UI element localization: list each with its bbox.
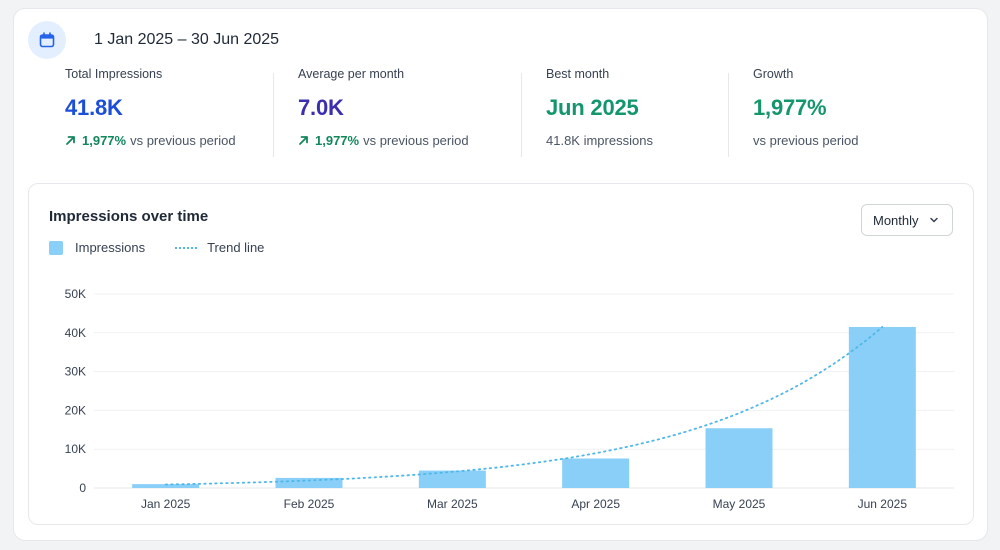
stat-sub: vs previous period bbox=[753, 133, 953, 148]
x-tick-label: Feb 2025 bbox=[284, 497, 335, 511]
date-range-row: 1 Jan 2025 – 30 Jun 2025 bbox=[28, 21, 279, 59]
stat-sub-text: vs previous period bbox=[753, 133, 859, 148]
stat-value: 1,977% bbox=[753, 95, 827, 120]
stat-label: Growth bbox=[753, 67, 794, 81]
chevron-down-icon bbox=[929, 215, 939, 225]
y-tick-label: 0 bbox=[79, 481, 86, 495]
x-tick-label: May 2025 bbox=[713, 497, 766, 511]
legend-swatch-impressions bbox=[49, 240, 63, 255]
y-tick-label: 30K bbox=[65, 365, 86, 379]
y-tick-label: 40K bbox=[65, 326, 86, 340]
chart-title: Impressions over time bbox=[49, 208, 209, 225]
bar bbox=[848, 326, 916, 488]
stat-divider bbox=[273, 73, 274, 157]
y-tick-label: 20K bbox=[65, 403, 86, 417]
y-tick-label: 10K bbox=[65, 442, 86, 456]
stat-label: Total Impressions bbox=[65, 67, 163, 81]
bar bbox=[418, 470, 486, 488]
stat-growth: Growth 1,977% vs previous period bbox=[753, 67, 953, 155]
stat-label: Best month bbox=[546, 67, 610, 81]
legend-label-trend: Trend line bbox=[207, 240, 265, 255]
arrow-up-right-icon bbox=[65, 135, 76, 146]
stats-row: Total Impressions 41.8K 1,977% vs previo… bbox=[14, 67, 987, 167]
trend-line bbox=[164, 326, 884, 486]
stat-value: 41.8K bbox=[65, 95, 123, 120]
impressions-chart-card: Impressions over time Impressions Trend … bbox=[28, 183, 974, 525]
stat-best-month: Best month Jun 2025 41.8K impressions bbox=[546, 67, 721, 155]
calendar-icon[interactable] bbox=[28, 21, 66, 59]
stat-total-impressions: Total Impressions 41.8K 1,977% vs previo… bbox=[65, 67, 265, 155]
stat-label: Average per month bbox=[298, 67, 405, 81]
impressions-chart-plot: 0 10K 20K 30K 40K 50K Jan 2025 Feb 2025 Mar 2025… bbox=[65, 287, 954, 511]
legend-label-impressions: Impressions bbox=[75, 240, 146, 255]
stat-sub-text: vs previous period bbox=[130, 133, 236, 148]
legend-swatch-trend bbox=[175, 246, 198, 249]
period-select-value: Monthly bbox=[873, 212, 919, 228]
stat-sub-text: 41.8K impressions bbox=[546, 133, 653, 148]
stat-sub: 1,977% vs previous period bbox=[65, 133, 265, 148]
chart-legend: Impressions Trend line bbox=[49, 240, 264, 255]
stat-divider bbox=[728, 73, 729, 157]
stat-delta-pct: 1,977% bbox=[315, 133, 360, 148]
bar bbox=[275, 477, 343, 488]
y-tick-label: 50K bbox=[65, 287, 86, 301]
period-select[interactable]: Monthly bbox=[861, 204, 953, 236]
stat-sub-text: vs previous period bbox=[363, 133, 469, 148]
stat-delta-pct: 1,977% bbox=[82, 133, 127, 148]
bar bbox=[705, 428, 773, 488]
x-tick-label: Mar 2025 bbox=[427, 497, 478, 511]
stat-divider bbox=[521, 73, 522, 157]
bar bbox=[132, 484, 200, 488]
stat-value: Jun 2025 bbox=[546, 95, 639, 120]
stat-value: 7.0K bbox=[298, 95, 344, 120]
stat-sub: 1,977% vs previous period bbox=[298, 133, 513, 148]
x-tick-label: Jan 2025 bbox=[141, 497, 191, 511]
legend-trend: Trend line bbox=[175, 240, 264, 255]
stat-sub: 41.8K impressions bbox=[546, 133, 721, 148]
arrow-up-right-icon bbox=[298, 135, 309, 146]
date-range-label: 1 Jan 2025 – 30 Jun 2025 bbox=[94, 31, 280, 48]
bar bbox=[562, 458, 630, 488]
x-tick-label: Apr 2025 bbox=[571, 497, 620, 511]
stat-average-per-month: Average per month 7.0K 1,977% vs previou… bbox=[298, 67, 513, 155]
summary-card: 1 Jan 2025 – 30 Jun 2025 Total Impressio… bbox=[13, 8, 988, 541]
x-tick-label: Jun 2025 bbox=[858, 497, 908, 511]
